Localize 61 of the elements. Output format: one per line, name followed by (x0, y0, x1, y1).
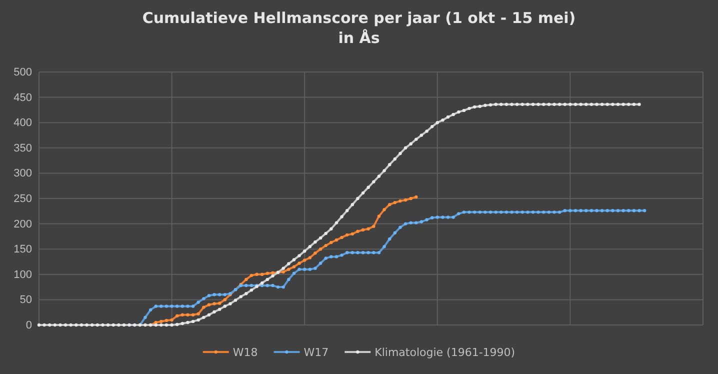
y-tick-label: 450 (14, 92, 32, 104)
point (212, 302, 216, 306)
y-tick-label: 50 (20, 294, 32, 306)
y-tick-label: 400 (14, 117, 32, 130)
point (244, 278, 248, 282)
point (340, 236, 344, 240)
point (308, 256, 312, 260)
point (356, 230, 360, 233)
y-tick-label: 300 (14, 168, 32, 180)
point (170, 318, 174, 322)
y-tick-label: 250 (14, 193, 32, 206)
point (266, 272, 270, 275)
legend-label: W17 (304, 346, 329, 359)
point (260, 272, 264, 276)
point (361, 228, 365, 232)
point (160, 320, 163, 324)
point (271, 271, 274, 274)
point (250, 274, 254, 278)
point (207, 303, 211, 306)
point (298, 262, 301, 265)
point (414, 195, 418, 199)
y-tick-label: 350 (14, 142, 32, 154)
point (372, 224, 376, 228)
point (404, 198, 408, 202)
y-tick-label: 0 (26, 320, 32, 332)
point (393, 200, 396, 204)
legend-label: Klimatologie (1961-1990) (374, 346, 516, 359)
point (186, 313, 190, 316)
point (346, 233, 349, 237)
point (398, 199, 402, 203)
point (292, 265, 296, 268)
point (382, 208, 386, 212)
legend-label: W18 (232, 346, 258, 359)
point (180, 313, 184, 316)
point (334, 238, 338, 242)
point (282, 270, 285, 274)
point (377, 214, 381, 218)
point (218, 302, 222, 305)
point (196, 312, 200, 316)
point (314, 252, 317, 255)
point (388, 202, 392, 206)
point (255, 272, 258, 276)
point (164, 318, 168, 322)
point (350, 232, 354, 236)
y-tick-label: 200 (14, 218, 32, 230)
point (366, 227, 370, 230)
y-tick-label: 150 (14, 244, 32, 256)
point (318, 248, 322, 251)
point (330, 240, 333, 244)
chart-title: Cumulatieve Hellmanscore per jaar (1 okt - 15 mei) in Ås (142, 9, 576, 47)
point (303, 258, 306, 262)
point (324, 244, 328, 248)
point (176, 314, 179, 318)
point (191, 313, 195, 316)
point (409, 196, 412, 200)
point (202, 306, 206, 309)
point (154, 320, 158, 324)
point (223, 298, 227, 302)
point (287, 268, 290, 271)
y-tick-label: 100 (14, 268, 32, 281)
y-tick-label: 500 (14, 66, 32, 79)
